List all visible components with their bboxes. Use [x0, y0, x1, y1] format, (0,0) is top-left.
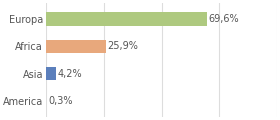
Bar: [46, 12, 207, 26]
Text: 4,2%: 4,2%: [57, 69, 82, 79]
Text: 0,3%: 0,3%: [48, 96, 73, 106]
Bar: [46, 67, 55, 80]
Text: 69,6%: 69,6%: [209, 14, 239, 24]
Text: 25,9%: 25,9%: [108, 41, 139, 51]
Bar: [46, 40, 106, 53]
